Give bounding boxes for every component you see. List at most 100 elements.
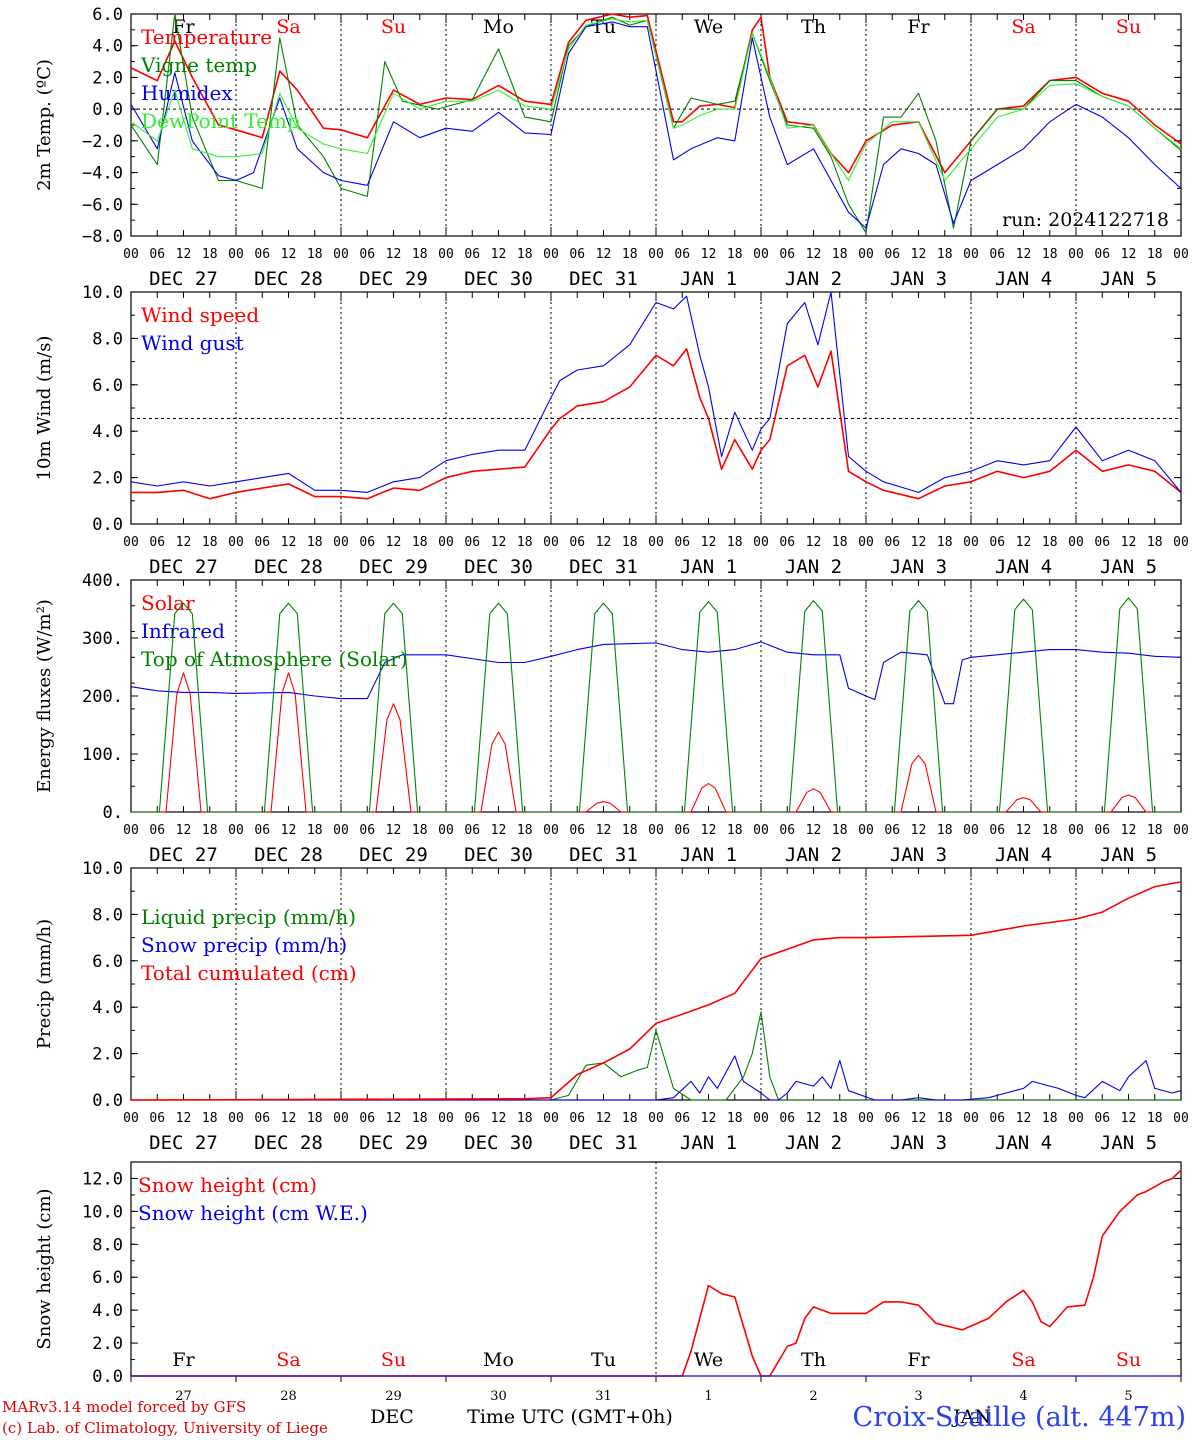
hour-tick-label: 00 [438,1111,454,1126]
month-label: DEC [370,1406,414,1428]
hour-tick-label: 00 [438,823,454,838]
hour-tick-label: 00 [1068,1111,1084,1126]
hour-tick-label: 00 [858,823,874,838]
hour-tick-label: 00 [228,535,244,550]
legend-entry: Total cumulated (cm) [141,961,357,985]
hour-tick-label: 18 [1147,1111,1163,1126]
y-tick-label: 6.0 [92,1268,123,1288]
legend-entry: Top of Atmosphere (Solar) [141,647,408,671]
hour-tick-label: 06 [779,535,795,550]
hour-tick-label: 00 [123,247,139,262]
hour-tick-label: 00 [333,823,349,838]
legend-entry: Solar [141,591,195,615]
hour-tick-label: 06 [884,535,900,550]
hour-tick-label: 12 [911,1111,927,1126]
y-axis-label: 2m Temp. (ºC) [34,59,55,191]
hour-tick-label: 06 [1094,823,1110,838]
date-label: JAN 2 [785,268,842,290]
y-axis-label: Snow height (cm) [34,1188,55,1349]
hour-tick-label: 06 [674,1111,690,1126]
date-label: JAN 4 [995,268,1052,290]
hour-tick-label: 06 [359,535,375,550]
y-tick-label: 10.0 [82,1202,123,1222]
y-tick-label: 10.0 [82,283,123,303]
date-label: DEC 27 [149,556,218,578]
hour-tick-label: 06 [779,823,795,838]
hour-tick-label: 00 [963,535,979,550]
date-label: DEC 31 [569,556,638,578]
hour-tick-label: 00 [858,535,874,550]
hour-tick-label: 00 [648,1111,664,1126]
hour-tick-label: 00 [543,1111,559,1126]
station-title: Croix-Scaille (alt. 447m) [852,1402,1186,1433]
bottom-day-number: 2 [809,1389,817,1404]
hour-tick-label: 00 [543,247,559,262]
legend-entry: Humidex [141,81,233,105]
y-tick-label: 12.0 [82,1169,123,1189]
date-label: JAN 5 [1100,556,1157,578]
hour-tick-label: 00 [543,823,559,838]
hour-tick-label: 12 [491,1111,507,1126]
hour-tick-label: 06 [464,247,480,262]
weekday-label: Mo [483,1349,514,1371]
hour-tick-label: 18 [517,1111,533,1126]
hour-tick-label: 06 [779,247,795,262]
hour-tick-label: 12 [491,535,507,550]
weekday-label: Tu [591,1349,616,1371]
hour-tick-label: 12 [1016,1111,1032,1126]
y-tick-label: 6.0 [92,5,123,25]
y-tick-label: −2.0 [82,132,123,152]
y-tick-label: 0.0 [92,515,123,535]
hour-tick-label: 18 [307,823,323,838]
series-line [130,18,1182,182]
hour-tick-label: 00 [123,535,139,550]
hour-tick-label: 18 [727,823,743,838]
y-tick-label: 8.0 [92,329,123,349]
hour-tick-label: 00 [858,247,874,262]
lab-credit: (c) Lab. of Climatology, University of L… [2,1419,328,1437]
weekday-label: Th [801,1349,826,1371]
y-tick-label: 300. [82,629,123,649]
hour-tick-label: 12 [701,535,717,550]
legend-entry: Snow height (cm W.E.) [138,1201,368,1225]
legend-entry: Snow precip (mm/h) [141,933,347,957]
hour-tick-label: 06 [1094,1111,1110,1126]
hour-tick-label: 00 [333,247,349,262]
hour-tick-label: 06 [254,1111,270,1126]
y-tick-label: −8.0 [82,227,123,247]
hour-tick-label: 00 [1173,823,1189,838]
y-tick-label: 0.0 [92,100,123,120]
hour-tick-label: 18 [937,247,953,262]
hour-tick-label: 06 [149,1111,165,1126]
hour-tick-label: 12 [386,535,402,550]
hour-tick-label: 06 [254,535,270,550]
date-label: DEC 28 [254,1132,323,1154]
hour-tick-label: 18 [937,823,953,838]
hour-tick-label: 18 [412,247,428,262]
date-label: DEC 29 [359,268,428,290]
bottom-day-number: 29 [385,1389,402,1404]
hour-tick-label: 12 [596,535,612,550]
y-tick-label: 4.0 [92,422,123,442]
date-label: DEC 27 [149,1132,218,1154]
hour-tick-label: 12 [806,535,822,550]
weekday-label: Sa [276,1349,300,1371]
series-line [131,1169,1182,1377]
hour-tick-label: 00 [1068,535,1084,550]
hour-tick-label: 06 [359,823,375,838]
y-tick-label: 2.0 [92,1045,123,1065]
y-tick-label: 8.0 [92,905,123,925]
legend-entry: DewPoint Temp [141,109,300,133]
y-tick-label: −6.0 [82,195,123,215]
hour-tick-label: 12 [806,1111,822,1126]
date-label: JAN 1 [680,556,737,578]
hour-tick-label: 12 [386,247,402,262]
hour-tick-label: 00 [753,247,769,262]
hour-tick-label: 00 [333,535,349,550]
date-label: DEC 28 [254,556,323,578]
hour-tick-label: 12 [176,535,192,550]
y-axis-label: Energy fluxes (W/m²) [34,599,55,793]
hour-tick-label: 18 [202,535,218,550]
bottom-day-number: 30 [490,1389,507,1404]
